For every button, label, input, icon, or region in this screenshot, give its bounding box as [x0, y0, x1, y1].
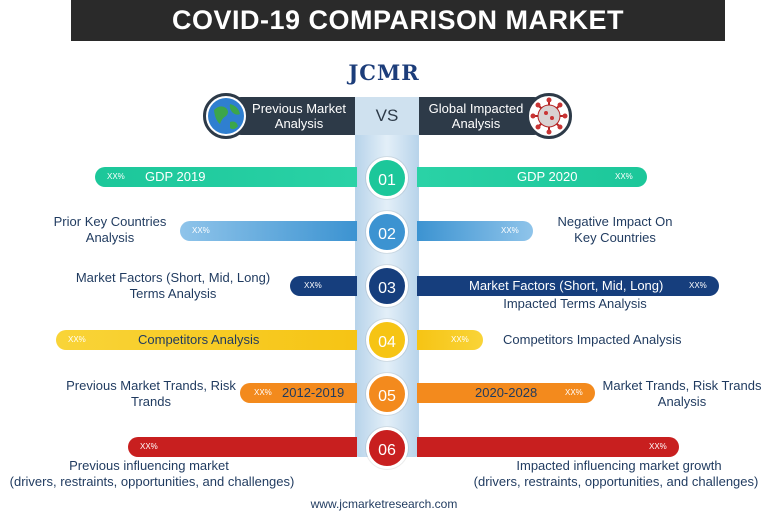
row-06-left-text-line1: Previous influencing market — [69, 458, 229, 473]
website-url[interactable]: www.jcmarketresearch.com — [310, 497, 458, 511]
row-01-left-label: GDP 2019 — [145, 169, 206, 184]
row-05-left-bar: XX% 2012-2019 — [240, 383, 357, 403]
row-02-right-bar: XX% — [417, 221, 533, 241]
row-03-right-pct: XX% — [689, 281, 707, 290]
row-04-right-pct: XX% — [451, 335, 469, 344]
row-03-right-label: Market Factors (Short, Mid, Long) — [469, 278, 664, 293]
row-02-left-pct: XX% — [192, 226, 210, 235]
infographic-title: COVID-19 COMPARISON MARKET INFOGRAPHIC — [71, 0, 725, 76]
row-01-left-bar: XX% GDP 2019 — [95, 167, 357, 187]
row-06-right-pct: XX% — [649, 442, 667, 451]
row-03-right-bar: Market Factors (Short, Mid, Long) XX% — [417, 276, 719, 296]
row-03-left-bar: XX% — [290, 276, 357, 296]
row-03-left-pct: XX% — [304, 281, 322, 290]
globe-icon — [203, 93, 249, 139]
jcmr-logo: JCMR — [348, 60, 420, 85]
row-04-left-pct: XX% — [68, 335, 86, 344]
row-06-number-badge: 06 — [366, 427, 408, 469]
row-05-right-text: Market Trands, Risk Trands Analysis — [602, 378, 762, 409]
row-01-right-pct: XX% — [615, 172, 633, 181]
row-05-number-badge: 05 — [366, 373, 408, 415]
row-06-left-pct: XX% — [140, 442, 158, 451]
row-01-number-badge: 01 — [366, 157, 408, 199]
row-04-left-label: Competitors Analysis — [138, 332, 260, 347]
row-04-left-bar: XX% Competitors Analysis — [56, 330, 357, 350]
vs-label: VS — [355, 97, 419, 135]
row-05-left-label: 2012-2019 — [282, 385, 345, 400]
row-06-left-text-line2: (drivers, restraints, opportunities, and… — [9, 474, 295, 489]
row-02-left-bar: XX% — [180, 221, 357, 241]
row-03-left-text: Market Factors (Short, Mid, Long) Terms … — [75, 270, 271, 301]
row-06-right-text-line2: (drivers, restraints, opportunities, and… — [473, 474, 759, 489]
row-05-left-pct: XX% — [254, 388, 272, 397]
row-06-right-text-line1: Impacted influencing market growth — [516, 458, 722, 473]
row-03-number-badge: 03 — [366, 265, 408, 307]
row-06-right-bar: XX% — [417, 437, 679, 457]
row-04-right-text: Competitors Impacted Analysis — [503, 332, 682, 347]
row-02-left-text: Prior Key Countries Analysis — [53, 214, 167, 245]
virus-icon — [526, 93, 572, 139]
row-05-right-label: 2020-2028 — [475, 385, 538, 400]
row-05-right-pct: XX% — [565, 388, 583, 397]
row-05-right-bar: 2020-2028 XX% — [417, 383, 595, 403]
row-01-left-pct: XX% — [107, 172, 125, 181]
row-01-right-label: GDP 2020 — [517, 169, 578, 184]
row-04-number-badge: 04 — [366, 319, 408, 361]
row-02-right-pct: XX% — [501, 226, 519, 235]
row-02-number-badge: 02 — [366, 211, 408, 253]
row-06-left-bar: XX% — [128, 437, 357, 457]
row-04-right-bar: XX% — [417, 330, 483, 350]
row-05-left-text: Previous Market Trands, Risk Trands — [66, 378, 236, 409]
row-03-right-text: Impacted Terms Analysis — [503, 296, 647, 311]
row-02-right-text: Negative Impact On Key Countries — [557, 214, 673, 245]
row-01-right-bar: GDP 2020 XX% — [417, 167, 647, 187]
